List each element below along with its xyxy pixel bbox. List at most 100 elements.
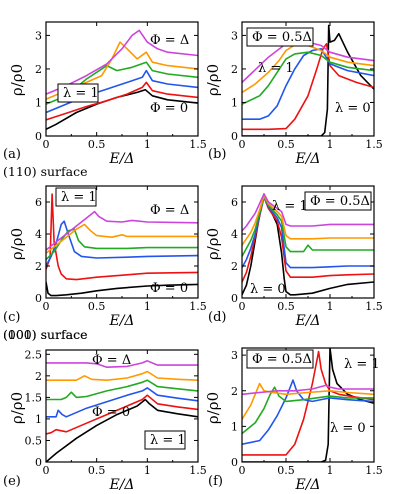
curve-annotation-magenta: Φ = Δ bbox=[150, 33, 189, 48]
y-tick-label: 3 bbox=[231, 349, 238, 362]
curve-annotation-magenta: Φ = Δ bbox=[150, 203, 189, 218]
series-line-black bbox=[46, 281, 198, 297]
series-line-black bbox=[242, 193, 374, 296]
boxed-label: Φ = 0.5Δ bbox=[252, 352, 312, 367]
y-tick-label: 1 bbox=[35, 413, 42, 426]
section-title: (001) surface bbox=[3, 327, 88, 342]
chart-panel-d: 0 0.5 1 1.5 0 2 4 6 E/Δ ρ/ρ0 (d) Φ = 0.5Δλ = 1 λ = 0 bbox=[204, 185, 383, 329]
curve-annotation-magenta: λ = 1 bbox=[272, 199, 308, 214]
series-line-red bbox=[242, 43, 374, 131]
series-line-blue bbox=[46, 220, 198, 267]
series-line-black bbox=[46, 398, 198, 462]
y-axis-label: ρ/ρ0 bbox=[204, 64, 222, 96]
y-axis-label: ρ/ρ0 bbox=[8, 392, 26, 424]
chart-panel-f: 0 0.5 1 1.5 0 1 2 3 E/Δ ρ/ρ0 (f) Φ = 0.5Δ λ = 1 λ = 0 bbox=[204, 347, 383, 493]
series-line-magenta bbox=[46, 210, 198, 251]
series-line-magenta bbox=[242, 384, 374, 396]
series-line-orange bbox=[242, 194, 374, 246]
x-axis-label: E/Δ bbox=[108, 151, 134, 167]
y-tick-label: 1 bbox=[231, 96, 238, 109]
label-box bbox=[144, 430, 186, 450]
series-line-red bbox=[46, 394, 198, 435]
x-tick-label: 0.5 bbox=[88, 138, 106, 151]
y-tick-label: 2 bbox=[231, 260, 238, 273]
x-axis-label: E/Δ bbox=[294, 477, 320, 493]
series-line-green bbox=[242, 196, 374, 257]
x-tick-label: 0 bbox=[239, 300, 246, 313]
series-line-blue bbox=[46, 387, 198, 418]
curve-annotation-black: λ = 0 bbox=[330, 421, 366, 436]
panel-label: (b) bbox=[208, 147, 226, 162]
boxed-label: λ = 1 bbox=[63, 86, 99, 101]
panel-label: (c) bbox=[3, 310, 20, 325]
y-tick-label: 4 bbox=[35, 228, 42, 241]
x-axis-label: E/Δ bbox=[294, 151, 320, 167]
chart-panel-e: 0 0.5 1 1.5 0 0.5 1 1.5 2 2.5 E/Δ ρ/ρ0 (e) (001) surf… bbox=[3, 327, 207, 493]
chart-panel-a: 0 0.5 1 1.5 0 1 2 3 E/Δ ρ/ρ0 (a) (100) surface λ = 1… bbox=[3, 21, 207, 342]
x-axis-label: E/Δ bbox=[294, 313, 320, 329]
label-box bbox=[246, 349, 314, 369]
y-tick-label: 1 bbox=[231, 420, 238, 433]
x-tick-label: 1.5 bbox=[365, 464, 383, 477]
y-axis-label: ρ/ρ0 bbox=[8, 228, 26, 260]
x-axis-label: E/Δ bbox=[108, 477, 134, 493]
x-tick-label: 0.5 bbox=[88, 464, 106, 477]
series-line-orange bbox=[46, 223, 198, 254]
series-line-green bbox=[242, 386, 374, 435]
y-tick-label: 1.5 bbox=[25, 391, 43, 404]
boxed-label: λ = 1 bbox=[150, 433, 186, 448]
series-line-green bbox=[46, 228, 198, 261]
series-line-magenta bbox=[46, 29, 198, 95]
section-title: (110) surface bbox=[3, 164, 88, 179]
x-tick-label: 1.5 bbox=[365, 300, 383, 313]
x-tick-label: 1 bbox=[144, 138, 151, 151]
series-line-green bbox=[46, 379, 198, 401]
x-tick-label: 1.5 bbox=[365, 138, 383, 151]
y-tick-label: 6 bbox=[231, 196, 238, 209]
x-tick-label: 0 bbox=[239, 138, 246, 151]
curve-annotation-black: Φ = 0 bbox=[150, 101, 188, 116]
y-tick-label: 2 bbox=[35, 260, 42, 273]
label-box bbox=[55, 187, 97, 207]
curve-annotation-magenta: λ = 1 bbox=[258, 61, 294, 76]
series-line-blue bbox=[242, 48, 374, 120]
label-box bbox=[246, 27, 314, 47]
series-line-blue bbox=[242, 196, 374, 269]
x-tick-label: 0 bbox=[43, 464, 50, 477]
y-tick-label: 0 bbox=[35, 456, 42, 469]
curve-annotation-black: λ = 0 bbox=[335, 101, 371, 116]
y-tick-label: 0 bbox=[231, 456, 238, 469]
x-tick-label: 0 bbox=[43, 300, 50, 313]
series-line-blue bbox=[242, 379, 374, 445]
series-line-orange bbox=[46, 370, 198, 381]
y-axis-label: ρ/ρ0 bbox=[8, 64, 26, 96]
curve-annotation-magenta: Φ = Δ bbox=[92, 353, 131, 368]
y-tick-label: 0 bbox=[35, 292, 42, 305]
y-tick-label: 1 bbox=[35, 96, 42, 109]
x-tick-label: 0 bbox=[239, 464, 246, 477]
series-line-magenta bbox=[242, 193, 374, 232]
y-tick-label: 2 bbox=[231, 385, 238, 398]
y-tick-label: 2 bbox=[231, 63, 238, 76]
series-line-black bbox=[242, 24, 374, 136]
boxed-label: λ = 1 bbox=[61, 190, 97, 205]
y-tick-label: 3 bbox=[231, 29, 238, 42]
label-box bbox=[57, 83, 99, 103]
y-tick-label: 2 bbox=[35, 370, 42, 383]
series-line-red bbox=[46, 193, 198, 281]
series-line-red bbox=[242, 350, 374, 456]
series-line-green bbox=[242, 51, 374, 105]
x-tick-label: 0.5 bbox=[277, 464, 295, 477]
x-tick-label: 1 bbox=[144, 300, 151, 313]
y-tick-label: 2 bbox=[35, 63, 42, 76]
x-tick-label: 0 bbox=[43, 138, 50, 151]
chart-panel-c: 0 0.5 1 1.5 0 2 4 6 E/Δ ρ/ρ0 (c) (110) surface λ = 1… bbox=[3, 164, 207, 329]
panel-label: (e) bbox=[3, 474, 21, 489]
y-tick-label: 0 bbox=[231, 130, 238, 143]
x-tick-label: 0.5 bbox=[277, 300, 295, 313]
y-tick-label: 4 bbox=[231, 228, 238, 241]
boxed-label: Φ = 0.5Δ bbox=[252, 30, 312, 45]
y-tick-label: 0 bbox=[231, 292, 238, 305]
curve-annotation-magenta: λ = 1 bbox=[344, 357, 380, 372]
